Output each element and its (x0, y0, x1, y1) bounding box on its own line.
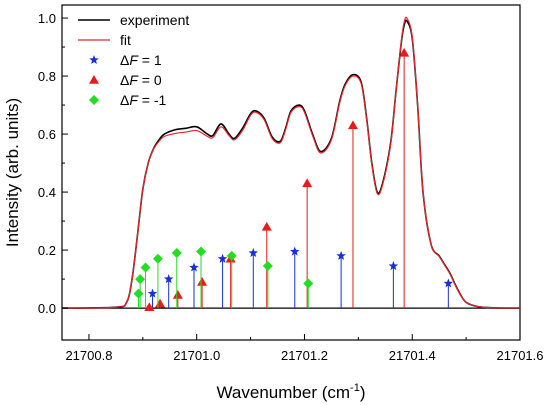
triangle-marker (302, 178, 313, 188)
diamond-marker (196, 246, 207, 257)
plot-frame (61, 4, 521, 341)
diamond-marker (133, 288, 144, 299)
diamond-marker (152, 253, 163, 264)
triangle-marker (399, 47, 410, 57)
star-marker (189, 262, 199, 272)
delta-f-minus1-stems (133, 246, 314, 309)
diamond-marker (171, 247, 182, 258)
y-axis-title: Intensity (arb. units) (3, 98, 22, 247)
triangle-marker (261, 221, 272, 231)
legend-entry: experiment (78, 12, 189, 28)
legend-entry: ΔF = 0 (89, 72, 162, 88)
triangle-marker (144, 302, 155, 311)
star-marker (443, 278, 454, 288)
star-marker (248, 247, 259, 258)
diamond-marker (226, 250, 237, 261)
x-axis-title: Wavenumber (cm-1) (217, 382, 366, 402)
triangle-marker (197, 276, 208, 286)
x-tick-label: 21700.8 (65, 348, 112, 363)
delta-f-0-stems (144, 47, 410, 311)
x-tick-label: 21701.2 (281, 348, 328, 363)
triangle-marker (172, 290, 183, 299)
legend-entry: ΔF = -1 (89, 92, 167, 108)
y-tick-label: 0.8 (38, 69, 56, 84)
fit-line (61, 16, 521, 309)
star-marker (163, 274, 174, 284)
y-tick-label: 0.4 (38, 185, 56, 200)
legend-entry: fit (78, 32, 131, 48)
legend-label: ΔF = 0 (120, 72, 162, 88)
legend-star-swatch (89, 55, 99, 65)
star-marker (290, 246, 300, 256)
x-tick-label: 21701.4 (389, 348, 436, 363)
star-marker (217, 253, 228, 263)
y-tick-label: 1.0 (38, 11, 56, 26)
diamond-marker (303, 278, 314, 289)
y-tick-label: 0.0 (38, 301, 56, 316)
star-marker (388, 261, 399, 271)
legend-entry: ΔF = 1 (89, 52, 162, 68)
legend-label: fit (120, 32, 131, 48)
legend-label: experiment (120, 12, 189, 28)
diamond-marker (140, 262, 151, 273)
delta-f-plus1-stems (147, 246, 454, 309)
diamond-marker (135, 274, 146, 285)
star-marker (336, 250, 346, 260)
y-tick-label: 0.6 (38, 127, 56, 142)
diamond-marker (262, 261, 273, 272)
legend-label: ΔF = 1 (120, 52, 162, 68)
legend-label: ΔF = -1 (120, 92, 167, 108)
triangle-marker (347, 120, 358, 130)
x-tick-label: 21701.0 (173, 348, 220, 363)
x-tick-label: 21701.6 (497, 348, 544, 363)
star-marker (147, 288, 158, 298)
legend-triangle-swatch (89, 75, 99, 84)
y-tick-label: 0.2 (38, 243, 56, 258)
triangle-marker (155, 298, 166, 308)
legend-diamond-swatch (89, 95, 99, 105)
